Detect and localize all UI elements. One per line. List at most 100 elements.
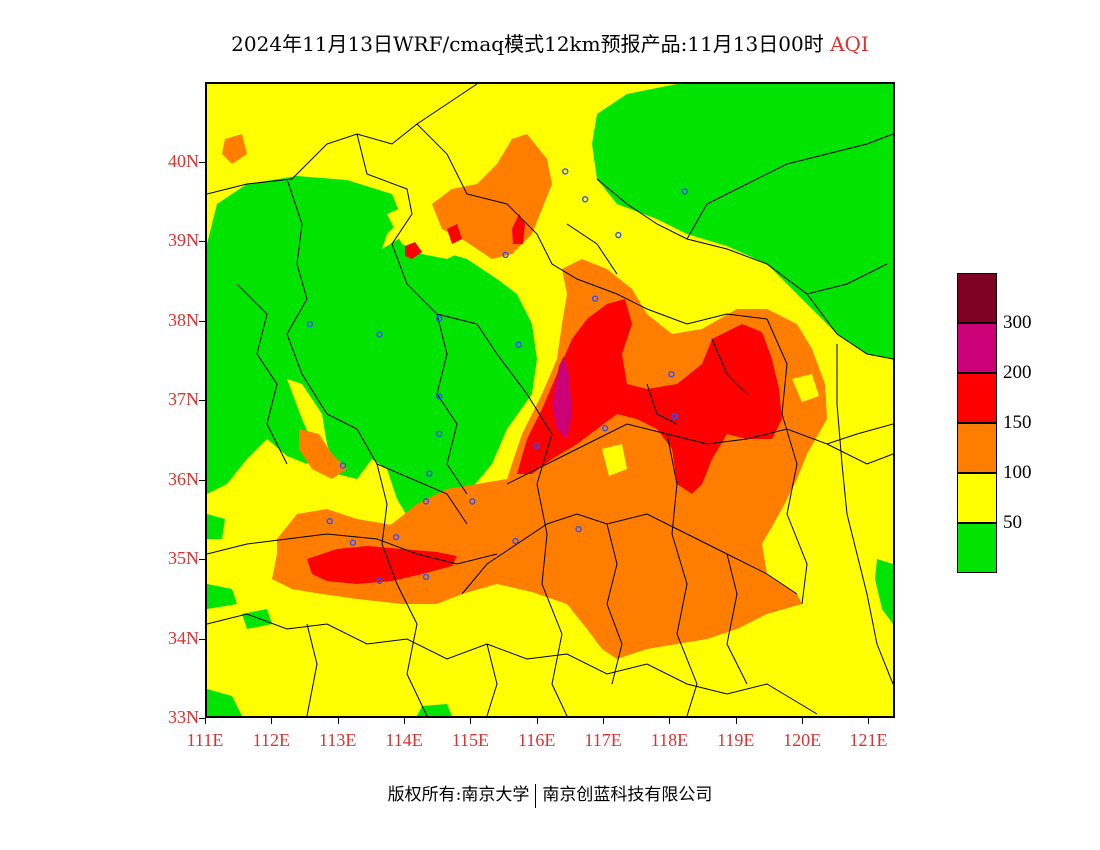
station-marker	[422, 498, 430, 505]
station-marker	[671, 413, 678, 420]
legend-swatch	[957, 423, 997, 473]
unhealthy-zone-north-spot2	[447, 224, 462, 244]
station-marker	[392, 533, 400, 541]
lon-tick	[603, 718, 605, 724]
lon-tick	[337, 718, 339, 724]
footer: 版权所有:南京大学 南京创蓝科技有限公司	[0, 780, 1100, 808]
lon-tick	[205, 718, 206, 724]
legend-label-50: 50	[1003, 512, 1022, 533]
good-zone-east-edge	[875, 559, 893, 624]
station-marker	[326, 518, 333, 525]
station-marker	[422, 573, 430, 581]
station-marker	[426, 470, 433, 477]
lon-label-121e: 121E	[849, 730, 888, 750]
legend-label-100: 100	[1003, 462, 1032, 483]
station-marker	[575, 526, 582, 533]
lon-label-119e: 119E	[717, 730, 755, 750]
lon-label-120e: 120E	[783, 730, 822, 750]
station-marker	[581, 196, 589, 203]
lon-tick	[868, 718, 870, 724]
station-marker	[512, 537, 519, 545]
lat-tick	[199, 241, 205, 242]
station-marker	[469, 498, 476, 505]
lat-label-39n: 39N	[168, 230, 199, 250]
footer-separator	[535, 783, 537, 808]
aqi-map-svg	[207, 84, 893, 716]
station-marker	[615, 231, 622, 239]
lon-label-112e: 112E	[252, 730, 290, 750]
station-marker	[436, 430, 443, 437]
lat-label-34n: 34N	[168, 627, 199, 648]
station-marker	[376, 331, 383, 338]
lat-label-40n: 40N	[168, 150, 199, 171]
lat-label-38n: 38N	[168, 309, 199, 330]
lon-label-118e: 118E	[650, 730, 689, 750]
station-marker	[339, 462, 347, 469]
lon-label-111e: 111E	[186, 730, 224, 750]
station-marker	[502, 251, 509, 259]
title-main: 2024年11月13日WRF/cmaq模式12km预报产品:11月13日00时	[231, 32, 824, 56]
legend-swatch	[957, 273, 997, 323]
usg-zone-west-spot	[299, 429, 347, 479]
aqi-map	[205, 82, 895, 718]
station-marker	[668, 370, 675, 378]
good-zone-west-edge	[207, 514, 225, 539]
moderate-pocket-central	[602, 444, 627, 476]
legend-swatch	[957, 473, 997, 523]
usg-zone-northwest-spot	[222, 134, 247, 164]
very-unhealthy-zone	[552, 356, 572, 439]
station-marker	[681, 188, 688, 195]
station-marker	[591, 295, 599, 302]
legend-label-150: 150	[1003, 412, 1032, 433]
lat-tick	[199, 400, 205, 401]
map-title: 2024年11月13日WRF/cmaq模式12km预报产品:11月13日00时 …	[0, 28, 1100, 57]
legend-swatch	[957, 523, 997, 573]
lon-tick	[735, 718, 737, 724]
boundary-lines	[207, 84, 893, 716]
station-marker	[436, 393, 443, 400]
station-markers	[306, 168, 688, 585]
lon-tick	[404, 718, 406, 724]
lon-label-117e: 117E	[584, 730, 622, 750]
station-marker	[562, 168, 569, 175]
title-variable: AQI	[830, 32, 869, 56]
lon-label-116e: 116E	[518, 730, 556, 750]
lon-label-115e: 115E	[451, 730, 490, 750]
lat-label-35n: 35N	[168, 548, 199, 568]
lon-tick	[470, 718, 472, 724]
legend-swatch	[957, 323, 997, 373]
lat-tick	[199, 479, 205, 481]
lon-tick	[536, 718, 538, 724]
lat-tick	[199, 161, 205, 163]
good-zone-northeast	[592, 84, 893, 359]
moderate-pocket-east	[792, 374, 819, 402]
lon-tick	[669, 718, 671, 724]
lat-tick	[199, 320, 205, 322]
station-marker	[533, 442, 540, 449]
lon-tick	[802, 718, 804, 724]
lon-label-114e: 114E	[385, 730, 423, 750]
station-marker	[515, 341, 523, 348]
station-marker	[436, 315, 443, 322]
station-marker	[376, 577, 383, 585]
lat-tick	[199, 718, 205, 719]
station-marker	[601, 425, 609, 432]
good-zone-sw2	[242, 609, 272, 629]
lat-label-33n: 33N	[168, 707, 199, 727]
company-text: 南京创蓝科技有限公司	[542, 785, 713, 805]
station-marker	[349, 539, 357, 546]
good-zone-sw	[207, 584, 237, 609]
station-marker	[306, 320, 314, 328]
good-zone-west	[207, 176, 537, 524]
lat-tick	[199, 559, 205, 560]
lat-label-36n: 36N	[168, 468, 199, 489]
lat-tick	[199, 638, 205, 640]
lon-label-113e: 113E	[319, 730, 357, 750]
unhealthy-zone-southwest	[307, 546, 457, 584]
aqi-legend	[957, 273, 997, 575]
lat-label-37n: 37N	[168, 389, 199, 409]
unhealthy-zone-north-spot	[512, 214, 525, 244]
legend-swatch	[957, 373, 997, 423]
good-zone-bottom-left	[207, 689, 242, 716]
lon-tick	[271, 718, 273, 724]
